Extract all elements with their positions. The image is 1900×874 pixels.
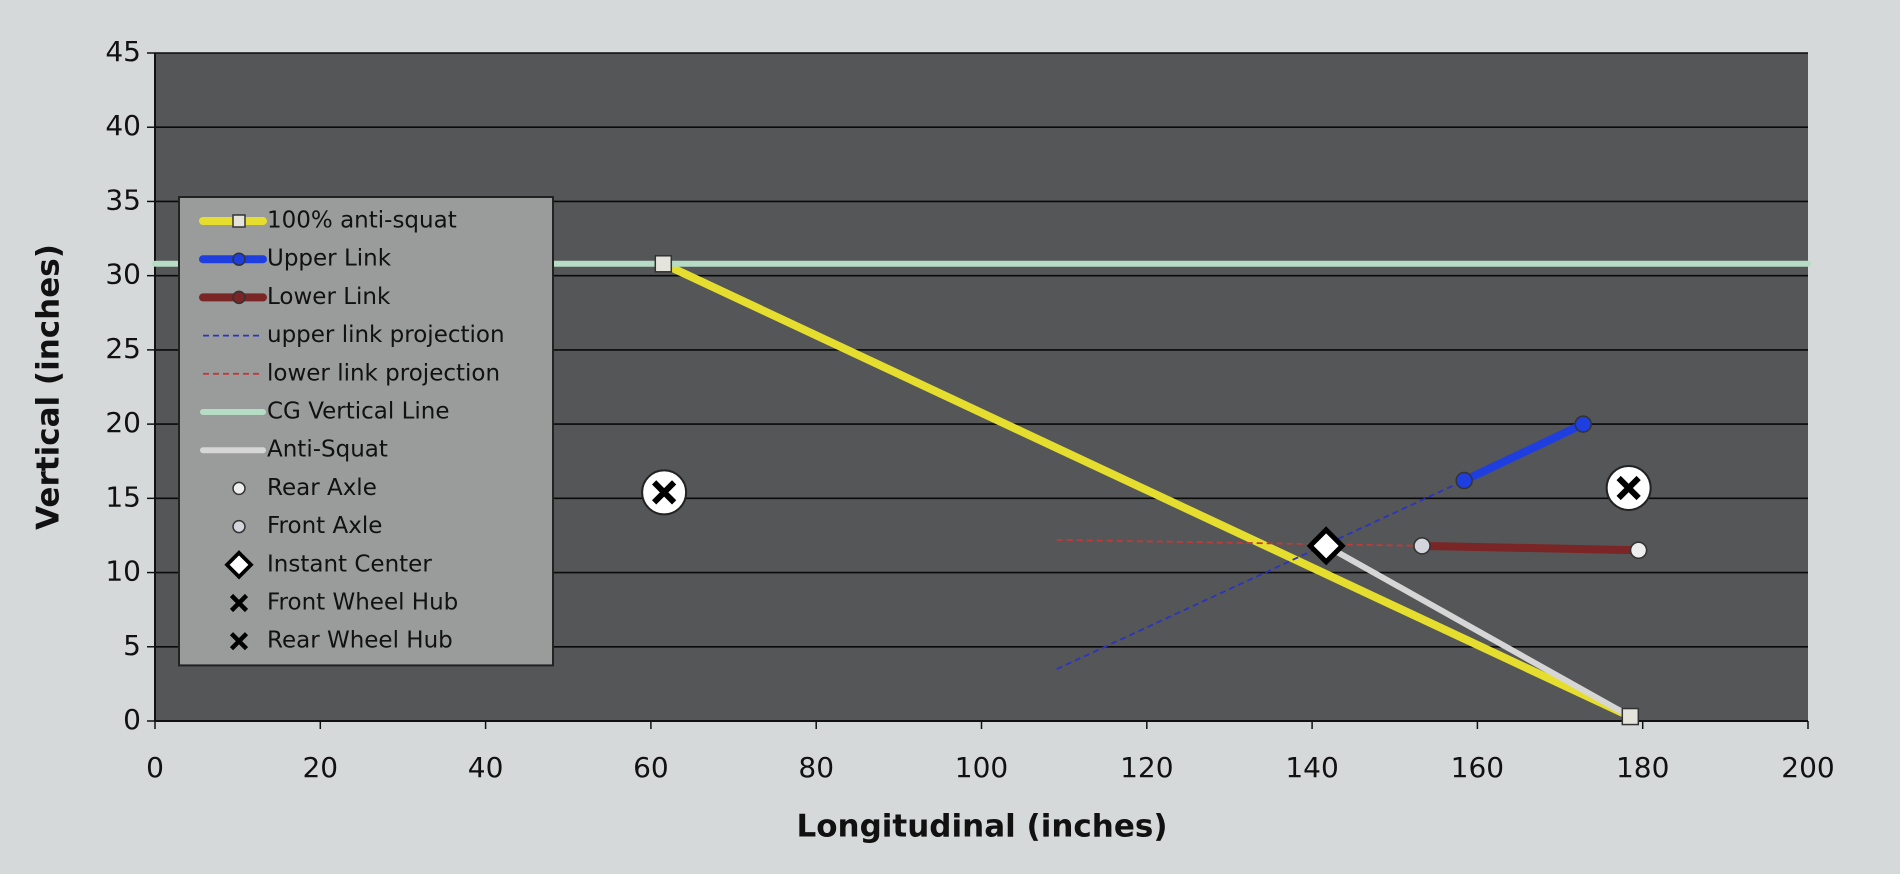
y-tick-label: 0: [123, 703, 141, 736]
legend-entry: Rear Wheel Hub: [229, 628, 453, 654]
x-cross: [1616, 475, 1641, 501]
circle: [1629, 541, 1648, 560]
marker-circle: [232, 252, 246, 266]
x-tick-label: 100: [955, 751, 1008, 784]
marker-circle: [1629, 541, 1648, 560]
legend-entry: Front Wheel Hub: [229, 590, 458, 616]
legend-entry: lower link projection: [203, 360, 500, 386]
circle: [232, 481, 246, 496]
marker-circle: [232, 481, 246, 496]
circle: [232, 252, 246, 266]
x-tick-label: 160: [1451, 751, 1504, 784]
y-tick-label: 40: [105, 109, 141, 142]
diamond: [1306, 526, 1346, 566]
legend-label: Rear Axle: [267, 475, 377, 501]
y-tick-label: 5: [123, 629, 141, 662]
marker-square: [1621, 707, 1640, 726]
x-tick-label: 20: [302, 751, 338, 784]
circle: [232, 519, 246, 534]
x-tick-label: 60: [633, 751, 669, 784]
circle: [1413, 537, 1431, 555]
legend-label: Lower Link: [267, 284, 391, 310]
square: [1621, 707, 1640, 726]
square: [654, 255, 673, 273]
y-tick-label: 15: [105, 480, 141, 513]
marker-circle: [1455, 471, 1473, 490]
legend-entry: Anti-Squat: [200, 437, 388, 463]
legend-label: Instant Center: [267, 551, 432, 577]
x-tick-label: 140: [1285, 751, 1338, 784]
legend-label: Front Wheel Hub: [267, 590, 458, 616]
circle: [1574, 415, 1592, 433]
x-tick-label: 180: [1616, 751, 1669, 784]
legend-entry: Front Axle: [232, 513, 382, 539]
series-line: [1056, 479, 1465, 670]
legend-label: Anti-Squat: [267, 437, 388, 463]
y-tick-label: 10: [105, 555, 141, 588]
x-cross: [229, 593, 249, 613]
x-tick-label: 0: [146, 751, 164, 784]
legend-entry: Upper Link: [199, 246, 392, 272]
x-tick-label: 200: [1781, 751, 1834, 784]
legend-entry: CG Vertical Line: [200, 399, 450, 425]
y-tick-label: 45: [105, 35, 141, 68]
marker-square: [654, 255, 673, 273]
marker-diamond: [224, 550, 254, 580]
marker-x: [641, 469, 688, 516]
y-tick-label: 35: [105, 183, 141, 216]
y-tick-label: 25: [105, 332, 141, 365]
legend-label: lower link projection: [267, 360, 500, 386]
circle: [232, 290, 246, 305]
legend-label: upper link projection: [267, 322, 505, 348]
x-tick-label: 80: [798, 751, 834, 784]
series-line: [1418, 541, 1643, 555]
legend-box: [178, 196, 554, 667]
series-line: [1056, 538, 1423, 547]
marker-square: [232, 214, 246, 228]
marker-x: [229, 632, 249, 651]
series-line: [1460, 420, 1588, 485]
marker-x: [229, 593, 249, 613]
marker-x: [1605, 464, 1652, 511]
legend-entry: Instant Center: [224, 550, 432, 580]
x-tick-label: 120: [1120, 751, 1173, 784]
legend-entry: upper link projection: [203, 322, 505, 348]
legend-label: Upper Link: [267, 246, 392, 272]
marker-circle: [1413, 537, 1431, 555]
marker-circle: [232, 519, 246, 534]
legend-entry: Lower Link: [199, 284, 391, 310]
legend-label: CG Vertical Line: [267, 399, 450, 425]
x-tick-label: 40: [468, 751, 504, 784]
x-axis-title: Longitudinal (inches): [796, 809, 1167, 845]
series-line: [659, 259, 1635, 721]
y-axis-title: Vertical (inches): [31, 244, 67, 530]
series-line: [1323, 542, 1634, 720]
legend-label: Rear Wheel Hub: [267, 628, 453, 654]
legend-entry: 100% anti-squat: [199, 208, 457, 234]
legend-entry: Rear Axle: [232, 475, 377, 501]
legend-label: Front Axle: [267, 513, 382, 539]
legend-label: 100% anti-squat: [267, 208, 457, 234]
y-tick-label: 20: [105, 406, 141, 439]
marker-circle: [232, 290, 246, 305]
square: [232, 214, 246, 228]
circle: [1455, 471, 1473, 490]
marker-diamond: [1306, 526, 1346, 566]
marker-circle: [1574, 415, 1592, 433]
diamond: [224, 550, 254, 580]
y-tick-label: 30: [105, 258, 141, 291]
x-cross: [652, 480, 677, 505]
x-cross: [229, 632, 249, 651]
